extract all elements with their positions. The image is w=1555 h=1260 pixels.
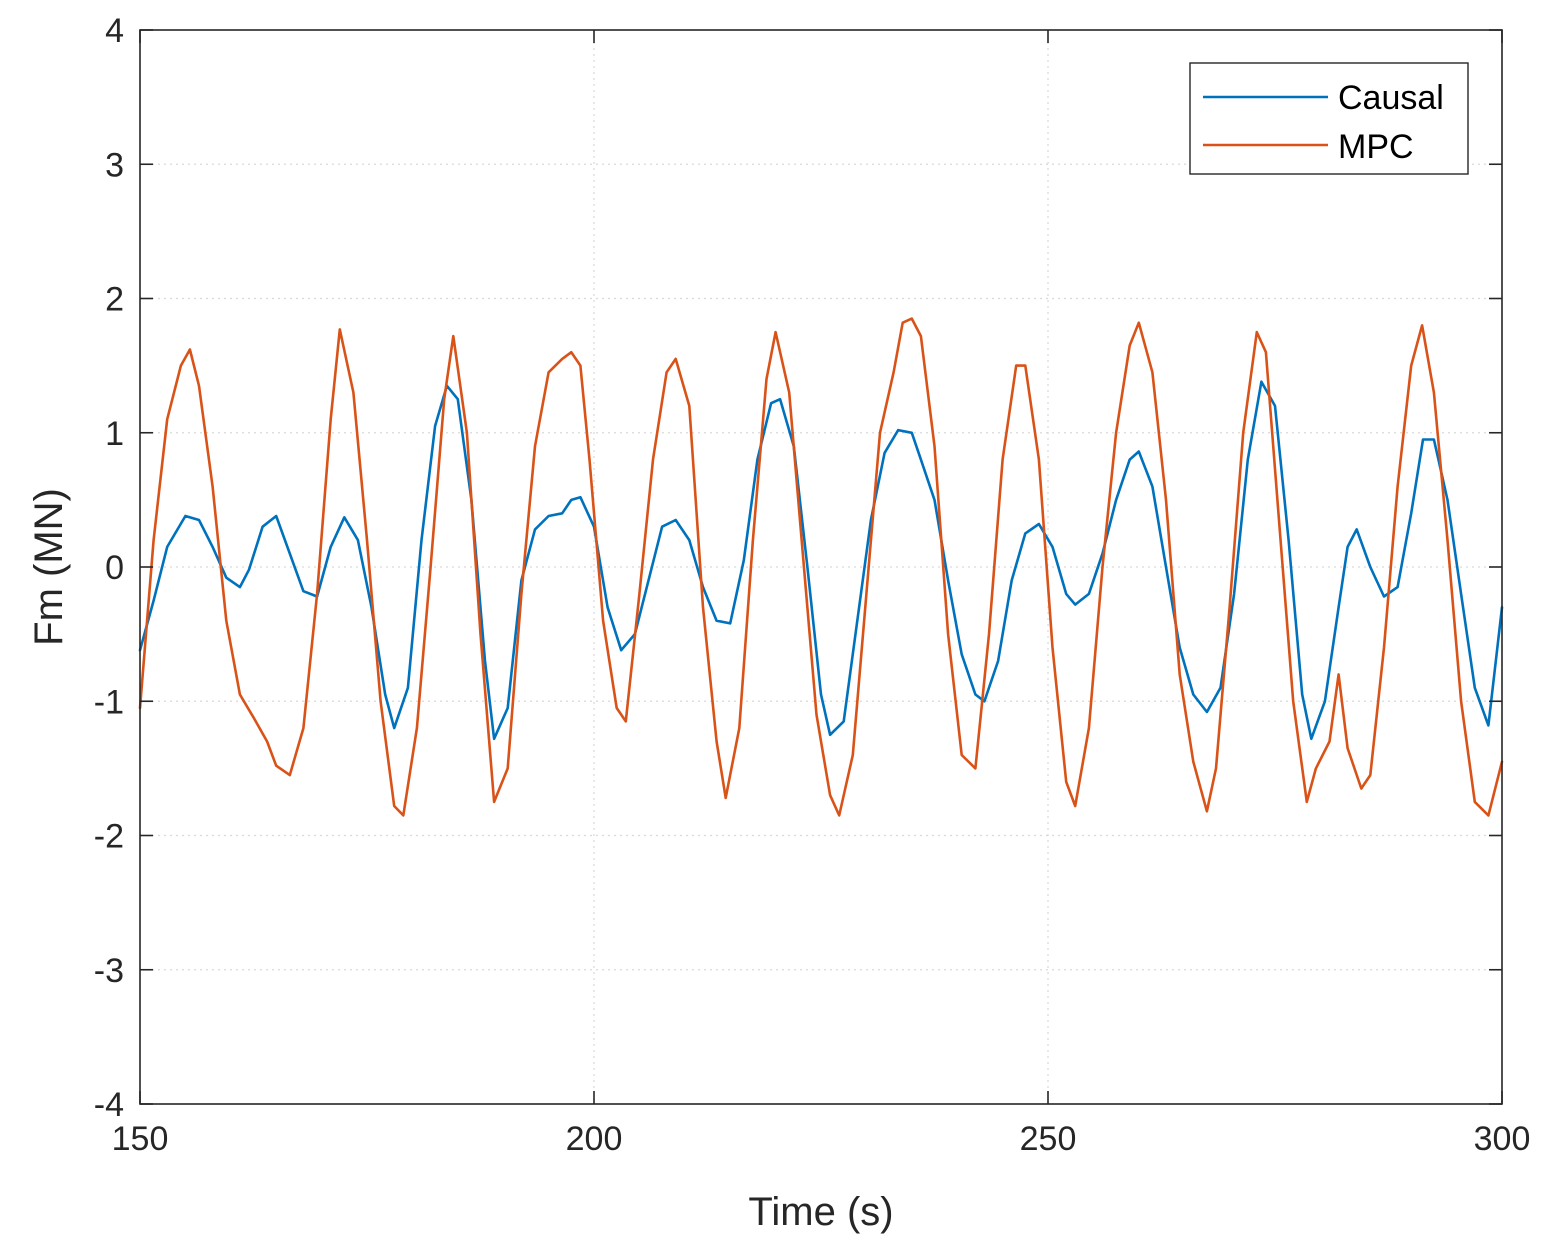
x-tick-label: 200 <box>566 1120 623 1158</box>
legend-label-causal: Causal <box>1338 79 1444 117</box>
y-tick-label: 2 <box>105 281 124 319</box>
legend-box <box>1189 62 1469 175</box>
y-tick-label: 0 <box>105 549 124 587</box>
y-tick-label: 3 <box>105 146 124 184</box>
legend-label-mpc: MPC <box>1338 128 1414 166</box>
y-tick-label: 4 <box>105 12 124 50</box>
y-tick-label: -4 <box>94 1086 124 1124</box>
y-axis-title: Fm (MN) <box>27 488 71 646</box>
x-tick-label: 250 <box>1020 1120 1077 1158</box>
plot-area <box>138 317 1504 817</box>
y-tick-label: -2 <box>94 818 124 856</box>
y-tick-label: 1 <box>105 415 124 453</box>
x-axis-title: Time (s) <box>748 1190 893 1234</box>
x-tick-label: 300 <box>1474 1120 1531 1158</box>
x-tick-label: 150 <box>112 1120 169 1158</box>
legend: Causal MPC <box>1189 62 1469 175</box>
ticks <box>139 29 1503 1105</box>
y-tick-label: -3 <box>94 952 124 990</box>
series-line-causal <box>138 380 1504 741</box>
series-line-mpc <box>138 317 1504 817</box>
tick-labels: 150 200 250 300 -4 -3 -2 -1 0 1 2 3 4 <box>94 12 1531 1158</box>
y-tick-label: -1 <box>94 683 124 721</box>
